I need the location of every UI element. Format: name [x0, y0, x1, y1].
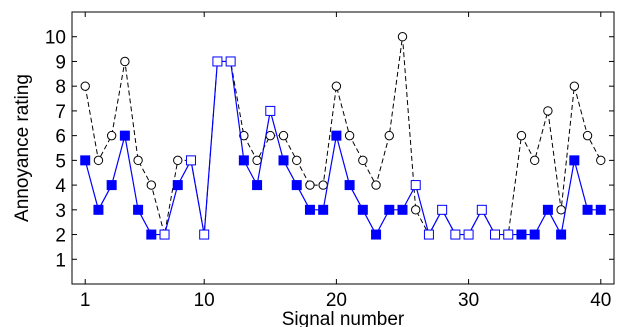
series-2-point — [595, 204, 606, 215]
series-1-point — [252, 155, 262, 166]
series-1-point — [239, 130, 249, 141]
series-1-point — [120, 56, 130, 67]
x-axis-title: Signal number — [282, 309, 405, 327]
series-2 — [80, 56, 606, 240]
series-2-point — [119, 130, 130, 141]
series-1-point — [556, 205, 566, 215]
series-2-point — [278, 155, 289, 166]
series-1-point — [173, 155, 183, 166]
series-2-point — [423, 229, 434, 240]
series-1-point — [397, 32, 408, 42]
series-2-point — [357, 204, 368, 215]
series-1-point — [569, 81, 580, 91]
series-2-point — [476, 204, 487, 215]
series-2-point — [371, 229, 382, 240]
series-1-point — [516, 130, 527, 141]
series-2-point — [80, 155, 91, 166]
x-tick-label: 20 — [326, 290, 347, 311]
series-2-point — [199, 229, 210, 240]
x-tick-label: 40 — [590, 290, 611, 311]
series-1-point — [358, 155, 368, 166]
series-2-point — [542, 204, 553, 215]
series-2-point — [582, 204, 593, 215]
x-tick-label: 10 — [194, 290, 215, 311]
series-2-point — [503, 229, 514, 240]
series-2-point — [529, 229, 540, 240]
series-2-point — [397, 204, 408, 215]
series-2-point — [384, 204, 395, 215]
plot-frame — [71, 11, 615, 285]
series-1-point — [331, 81, 342, 91]
y-tick-label: 5 — [55, 151, 66, 172]
series-2-point — [212, 56, 223, 67]
series-1-point — [305, 180, 315, 190]
series-layer — [80, 32, 606, 240]
series-2-point — [463, 229, 474, 240]
series-1-point — [265, 130, 275, 141]
series-1-point — [278, 130, 289, 141]
series-2-line — [84, 60, 601, 237]
series-2-point — [331, 130, 342, 141]
y-tick-label: 8 — [55, 77, 66, 98]
y-axis-title: Annoyance rating — [12, 74, 33, 222]
series-1-point — [543, 106, 553, 116]
series-2-point — [93, 204, 104, 215]
x-axis-ticks: 1 10 20 30 40 — [80, 12, 611, 311]
series-2-point — [450, 229, 461, 240]
series-2-point — [133, 204, 144, 215]
series-2-point — [252, 180, 263, 191]
series-2-point — [516, 229, 527, 240]
series-2-point — [304, 204, 315, 215]
series-2-point — [318, 204, 329, 215]
y-tick-label: 9 — [55, 52, 66, 73]
series-1-point — [318, 180, 328, 190]
series-1-point — [146, 180, 157, 190]
series-1-point — [384, 130, 394, 141]
series-2-point — [106, 180, 117, 191]
series-1-point — [93, 155, 104, 166]
series-2-point — [490, 229, 501, 240]
series-1-point — [371, 180, 381, 190]
series-2-point — [238, 155, 249, 166]
series-1-line — [84, 36, 602, 236]
series-2-point — [569, 155, 580, 166]
series-2-point — [437, 204, 448, 215]
y-tick-label: 3 — [55, 201, 66, 222]
series-2-point — [225, 56, 236, 67]
series-1-point — [596, 155, 606, 166]
series-2-point — [185, 155, 196, 166]
x-tick-label: 30 — [458, 290, 479, 311]
series-2-point — [265, 105, 276, 116]
series-1-point — [344, 130, 355, 141]
y-tick-label: 4 — [55, 176, 66, 197]
series-2-point — [159, 229, 170, 240]
y-tick-label: 7 — [55, 102, 66, 123]
series-1-point — [411, 205, 421, 215]
series-1-point — [106, 130, 117, 141]
series-1-point — [529, 155, 540, 166]
series-2-point — [344, 180, 355, 191]
y-tick-label: 1 — [55, 250, 66, 271]
y-tick-label: 6 — [55, 127, 66, 148]
series-2-point — [146, 229, 157, 240]
series-2-point — [556, 229, 567, 240]
series-1 — [80, 32, 606, 240]
y-tick-label: 10 — [45, 28, 66, 49]
series-1-point — [292, 155, 302, 166]
series-1-point — [582, 130, 593, 141]
series-1-point — [133, 155, 143, 166]
y-axis-ticks: 1 2 3 4 5 6 7 8 9 10 — [45, 28, 614, 271]
series-2-point — [172, 180, 183, 191]
series-1-point — [80, 81, 90, 91]
series-2-point — [410, 180, 421, 191]
series-2-point — [291, 180, 302, 191]
x-tick-label: 1 — [80, 290, 91, 311]
y-tick-label: 2 — [55, 226, 66, 247]
